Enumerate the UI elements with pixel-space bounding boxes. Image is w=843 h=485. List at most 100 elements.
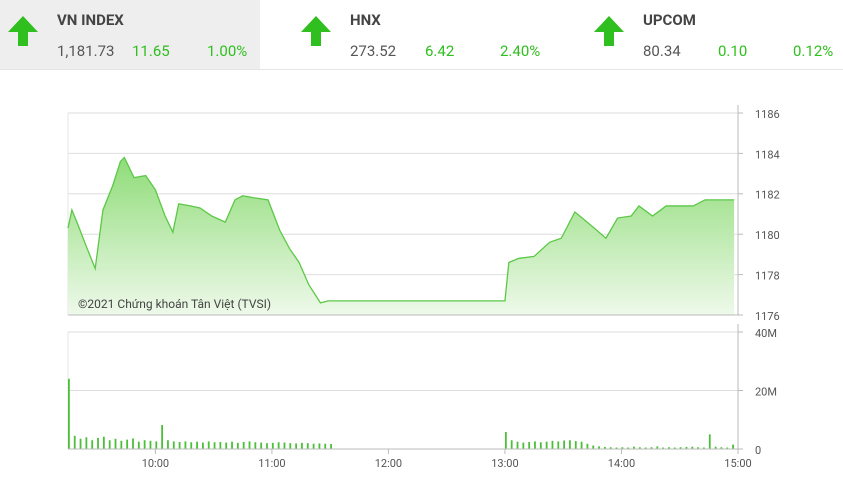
volume-bar <box>155 441 158 449</box>
volume-bar <box>213 442 216 449</box>
volume-bar <box>108 440 111 449</box>
volume-bar <box>691 446 694 449</box>
volume-bar <box>539 442 542 449</box>
volume-bar <box>703 447 705 449</box>
index-change: 6.42 <box>425 42 455 60</box>
y-tick-label: 1178 <box>755 270 780 283</box>
volume-bar <box>720 447 723 449</box>
volume-bar <box>242 441 245 449</box>
volume-bar <box>260 442 263 449</box>
index-percent: 1.00% <box>207 42 248 60</box>
annotation: ©2021 Chứng khoán Tân Việt (TVSI) <box>78 297 271 311</box>
index-tab[interactable]: HNX 273.52 6.42 2.40% <box>293 0 553 69</box>
x-tick-label: 15:00 <box>724 457 751 470</box>
volume-bar <box>68 378 70 449</box>
index-tab[interactable]: UPCOM 80.34 0.10 0.12% <box>586 0 843 69</box>
index-change: 11.65 <box>132 42 170 60</box>
volume-bar <box>248 441 251 449</box>
up-arrow <box>594 16 624 46</box>
y-tick-label: 40M <box>755 327 777 340</box>
volume-bar <box>726 447 729 449</box>
index-percent: 0.12% <box>793 42 834 60</box>
index-change: 0.10 <box>718 42 748 60</box>
x-tick-label: 14:00 <box>608 457 635 470</box>
index-tab[interactable]: VN INDEX 1,181.73 11.65 1.00% <box>0 0 260 69</box>
volume-bar <box>277 442 280 449</box>
up-arrow <box>301 16 331 46</box>
volume-bar <box>627 447 630 449</box>
y-tick-label: 1182 <box>755 189 780 202</box>
up-arrow <box>8 16 38 46</box>
volume-bar <box>184 441 187 449</box>
volume-bar <box>504 432 507 449</box>
volume-bar <box>528 441 531 449</box>
volume-bar <box>604 446 606 449</box>
volume-bar <box>271 442 274 449</box>
index-percent: 2.40% <box>500 42 541 60</box>
y-tick-label: 0 <box>755 444 761 457</box>
volume-bar <box>132 438 134 449</box>
volume-bar <box>569 440 571 449</box>
x-tick-label: 12:00 <box>375 457 402 470</box>
volume-bar <box>580 441 583 449</box>
volume-bar <box>714 446 717 449</box>
volume-bar <box>301 442 303 449</box>
volume-bar <box>679 447 682 449</box>
price-line <box>67 156 735 304</box>
volume-bar <box>73 435 76 449</box>
divider <box>0 69 843 70</box>
volume-bar <box>574 441 577 449</box>
volume-bar <box>330 444 332 449</box>
volume-bar <box>266 443 268 449</box>
volume-bar <box>143 440 146 449</box>
volume-bar <box>312 443 315 449</box>
volume-bar <box>91 440 94 449</box>
volume-bar <box>650 447 653 449</box>
volume-bar <box>102 436 105 449</box>
index-name: VN INDEX <box>57 11 124 29</box>
volume-bar <box>97 437 99 449</box>
volume-bar <box>85 437 88 449</box>
volume-bar <box>137 441 140 449</box>
y-tick-label: 1180 <box>755 229 780 242</box>
volume-bar <box>638 447 641 449</box>
x-tick-label: 10:00 <box>142 457 169 470</box>
index-name: HNX <box>350 11 381 29</box>
volume-bar <box>126 439 129 449</box>
volume-bar <box>120 440 123 449</box>
volume-bar <box>662 447 665 449</box>
volume-bar <box>225 442 228 449</box>
area-fill <box>68 157 735 315</box>
volume-bar <box>685 446 688 449</box>
volume-bar <box>732 444 734 449</box>
volume-bar <box>190 442 193 449</box>
index-value: 80.34 <box>643 42 681 60</box>
volume-bar <box>219 441 222 449</box>
volume-bar <box>697 447 700 449</box>
y-tick-label: 1184 <box>755 148 780 161</box>
volume-bar <box>254 442 257 449</box>
volume-bar <box>283 442 286 449</box>
volume-bar <box>167 440 169 449</box>
volume-bar <box>236 442 239 449</box>
volume-bar <box>656 446 659 449</box>
index-value: 273.52 <box>350 42 397 60</box>
y-tick-label: 1186 <box>755 108 780 121</box>
volume-bar <box>592 445 595 449</box>
volume-bar <box>586 443 589 449</box>
volume-bar <box>324 443 327 449</box>
volume-bar <box>510 440 513 449</box>
volume-bar <box>178 441 181 449</box>
volume-bar <box>545 441 548 449</box>
index-value: 1,181.73 <box>57 42 115 60</box>
x-tick-label: 11:00 <box>258 457 285 470</box>
volume-bar <box>644 447 647 449</box>
volume-bar <box>172 441 175 449</box>
volume-bar <box>202 442 204 449</box>
volume-bar <box>633 446 635 449</box>
volume-bar <box>114 438 117 449</box>
volume-bar <box>207 441 210 449</box>
volume-bar <box>522 442 525 449</box>
volume-bar <box>551 440 554 449</box>
